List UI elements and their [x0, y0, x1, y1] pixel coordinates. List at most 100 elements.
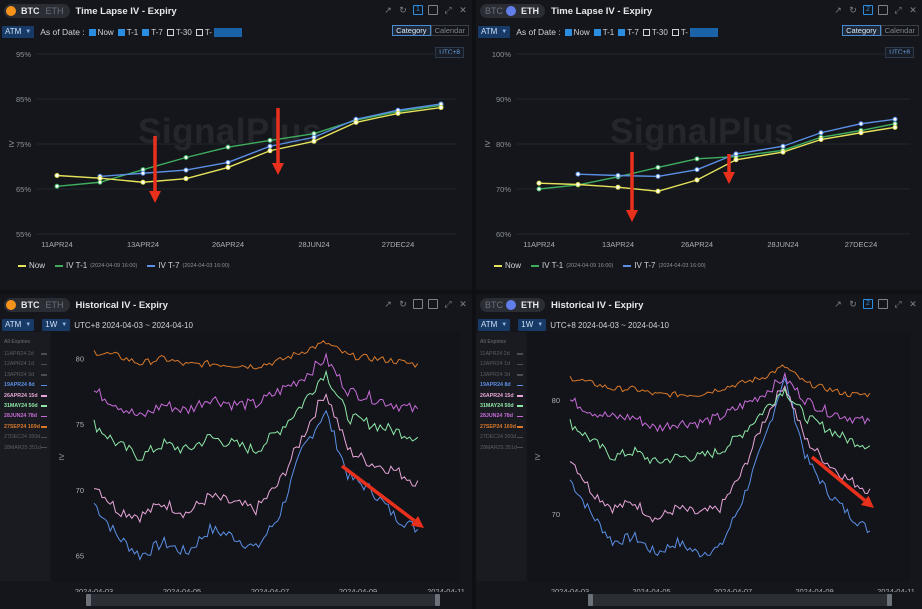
- expiry-list-item[interactable]: 28MAR25 351d: [0, 443, 50, 453]
- close-icon[interactable]: ✕: [909, 5, 917, 15]
- link-badge[interactable]: 2: [863, 299, 873, 309]
- legend-item-t7[interactable]: IV T-7 (2024-04-03 16:00): [147, 261, 230, 270]
- legend-item-t1[interactable]: IV T-1 (2024-04-09 16:00): [55, 261, 137, 270]
- coin-option-other[interactable]: BTC: [485, 6, 503, 16]
- legend-item-t1[interactable]: IV T-1 (2024-04-09 16:00): [531, 261, 613, 270]
- expiry-list-item[interactable]: 13APR24 3d: [0, 370, 50, 380]
- expiry-list-item[interactable]: 13APR24 3d: [476, 370, 526, 380]
- coin-toggle[interactable]: BTC ETH: [4, 298, 70, 312]
- custom-days-input[interactable]: [213, 27, 242, 37]
- coin-option-active[interactable]: BTC: [21, 6, 40, 16]
- data-point: [575, 182, 581, 187]
- link-badge[interactable]: 1: [413, 5, 423, 15]
- expiry-list-item[interactable]: 31MAY24 50d: [0, 401, 50, 411]
- period-select[interactable]: 1W ▼: [518, 319, 547, 331]
- coin-option-active[interactable]: ETH: [521, 6, 539, 16]
- coin-toggle[interactable]: BTC ETH: [480, 298, 545, 312]
- category-button[interactable]: Category: [842, 25, 881, 36]
- trend-arrow-head: [410, 515, 424, 528]
- range-scrollbar[interactable]: [588, 594, 892, 606]
- expiry-list-item[interactable]: 11APR24 2d: [476, 349, 526, 359]
- expiry-list-item[interactable]: 12APR24 1d: [0, 359, 50, 369]
- refresh-icon[interactable]: ↻: [399, 299, 407, 309]
- copy-icon[interactable]: [428, 5, 438, 15]
- expiry-list-item[interactable]: 19APR24 8d: [476, 380, 526, 390]
- folder-icon[interactable]: [413, 299, 423, 309]
- range-scrollbar[interactable]: [86, 594, 440, 606]
- coin-toggle[interactable]: BTC ETH: [480, 4, 545, 18]
- expiry-list-item[interactable]: 27DEC24 260d: [476, 432, 526, 442]
- range-handle-right[interactable]: [887, 594, 892, 606]
- radio-custom[interactable]: T-: [195, 27, 242, 37]
- radio-t1[interactable]: T-1: [593, 28, 614, 37]
- coin-option-other[interactable]: BTC: [485, 300, 503, 310]
- expiry-list-header[interactable]: All Expiries: [480, 339, 507, 345]
- radio-t30[interactable]: T-30: [166, 28, 192, 37]
- expand-icon[interactable]: ⤢: [894, 5, 902, 15]
- custom-days-input[interactable]: [689, 27, 718, 37]
- timezone-badge[interactable]: UTC+8: [885, 47, 914, 58]
- expand-icon[interactable]: ⤢: [444, 299, 452, 309]
- copy-icon[interactable]: [878, 5, 888, 15]
- link-badge[interactable]: 2: [863, 5, 873, 15]
- range-handle-left[interactable]: [86, 594, 91, 606]
- timezone-badge[interactable]: UTC+8: [435, 47, 464, 58]
- share-icon[interactable]: ↗: [384, 299, 392, 309]
- refresh-icon[interactable]: ↻: [399, 5, 407, 15]
- expiry-list-item[interactable]: 26APR24 15d: [0, 391, 50, 401]
- controls-row: ATM ▼ As of Date : Now T-1 T-7 T-30 T- Ca…: [0, 25, 472, 39]
- expiry-list-header[interactable]: All Expiries: [4, 339, 31, 345]
- expiry-list-item[interactable]: 27SEP24 169d: [476, 422, 526, 432]
- legend-item-now[interactable]: Now: [494, 261, 521, 270]
- close-icon[interactable]: ✕: [909, 299, 917, 309]
- share-icon[interactable]: ↗: [834, 5, 842, 15]
- close-icon[interactable]: ✕: [459, 299, 467, 309]
- expiry-color-swatch: [517, 395, 523, 397]
- category-button[interactable]: Category: [392, 25, 431, 36]
- copy-icon[interactable]: [428, 299, 438, 309]
- expiry-list-item[interactable]: 11APR24 2d: [0, 349, 50, 359]
- metric-select[interactable]: ATM ▼: [478, 26, 511, 38]
- coin-option-active[interactable]: ETH: [521, 300, 539, 310]
- radio-custom[interactable]: T-: [671, 27, 718, 37]
- calendar-button[interactable]: Calendar: [430, 25, 469, 36]
- close-icon[interactable]: ✕: [459, 5, 467, 15]
- share-icon[interactable]: ↗: [834, 299, 842, 309]
- radio-now[interactable]: Now: [88, 28, 114, 37]
- expiry-list-item[interactable]: 31MAY24 50d: [476, 401, 526, 411]
- copy-icon[interactable]: [878, 299, 888, 309]
- legend-item-t7[interactable]: IV T-7 (2024-04-03 16:00): [623, 261, 706, 270]
- expiry-list-item[interactable]: 28MAR25 351d: [476, 443, 526, 453]
- expiry-list-item[interactable]: 28JUN24 78d: [476, 411, 526, 421]
- share-icon[interactable]: ↗: [384, 5, 392, 15]
- expiry-list-item[interactable]: 28JUN24 78d: [0, 411, 50, 421]
- expand-icon[interactable]: ⤢: [444, 5, 452, 15]
- legend-swatch: [18, 264, 26, 267]
- coin-option-other[interactable]: ETH: [45, 6, 64, 16]
- expiry-list-item[interactable]: 27SEP24 169d: [0, 422, 50, 432]
- legend-item-now[interactable]: Now: [18, 261, 45, 270]
- refresh-icon[interactable]: ↻: [849, 5, 857, 15]
- metric-select[interactable]: ATM ▼: [2, 319, 35, 331]
- trend-arrow-head: [723, 172, 735, 184]
- period-select[interactable]: 1W ▼: [42, 319, 71, 331]
- expiry-list-item[interactable]: 12APR24 1d: [476, 359, 526, 369]
- radio-now[interactable]: Now: [564, 28, 590, 37]
- radio-t7[interactable]: T-7: [618, 28, 639, 37]
- expand-icon[interactable]: ⤢: [894, 299, 902, 309]
- radio-t1[interactable]: T-1: [117, 28, 138, 37]
- metric-select[interactable]: ATM ▼: [478, 319, 511, 331]
- coin-option-other[interactable]: ETH: [45, 300, 64, 310]
- radio-t7[interactable]: T-7: [142, 28, 163, 37]
- radio-t30[interactable]: T-30: [642, 28, 668, 37]
- expiry-list-item[interactable]: 26APR24 15d: [476, 391, 526, 401]
- expiry-list-item[interactable]: 19APR24 8d: [0, 380, 50, 390]
- calendar-button[interactable]: Calendar: [880, 25, 919, 36]
- expiry-list-item[interactable]: 27DEC24 260d: [0, 432, 50, 442]
- coin-toggle[interactable]: BTC ETH: [4, 4, 70, 18]
- refresh-icon[interactable]: ↻: [849, 299, 857, 309]
- coin-option-active[interactable]: BTC: [21, 300, 40, 310]
- range-handle-left[interactable]: [588, 594, 593, 606]
- range-handle-right[interactable]: [435, 594, 440, 606]
- metric-select[interactable]: ATM ▼: [2, 26, 35, 38]
